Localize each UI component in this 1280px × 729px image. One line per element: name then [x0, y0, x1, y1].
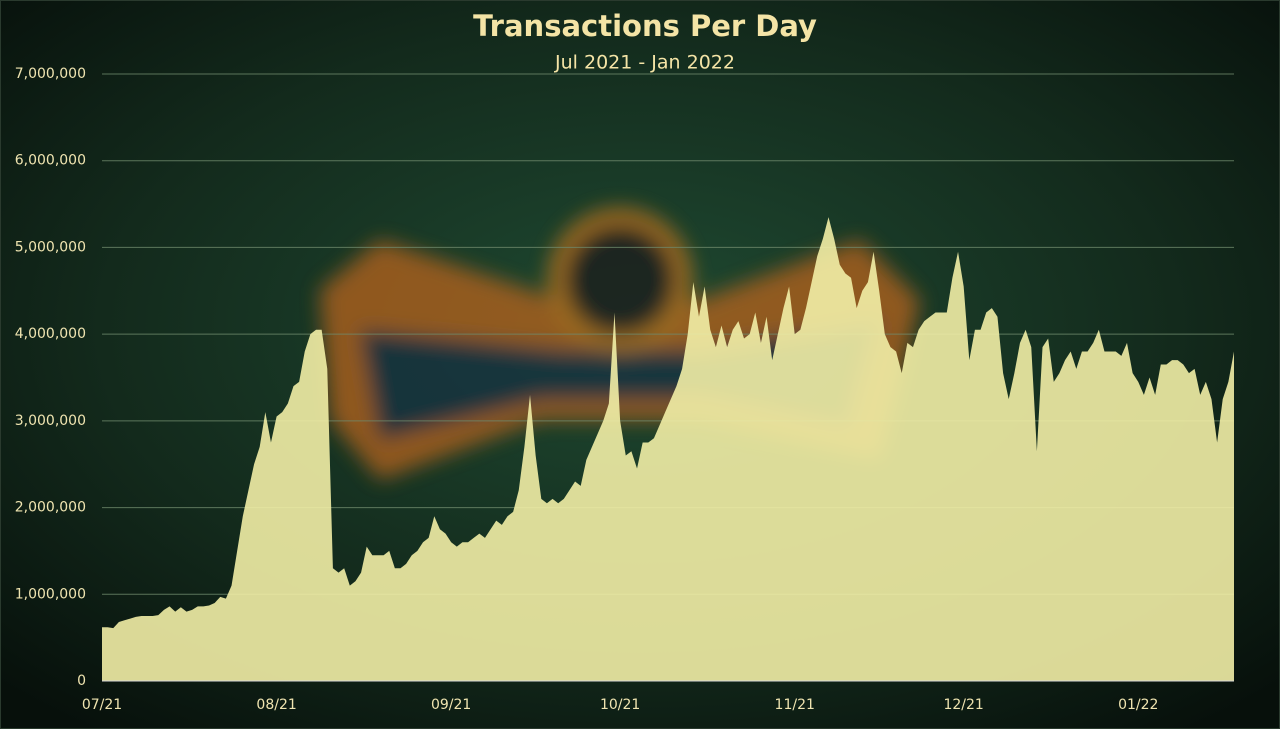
x-tick-label: 01/22	[1118, 697, 1158, 713]
x-tick-label: 11/21	[775, 697, 815, 713]
y-tick-label: 0	[77, 673, 86, 689]
x-tick-label: 10/21	[600, 697, 640, 713]
plot-area	[102, 217, 1234, 682]
y-tick-label: 4,000,000	[15, 326, 86, 342]
area	[102, 217, 1234, 682]
y-tick-label: 2,000,000	[15, 500, 86, 516]
x-tick-label: 09/21	[431, 697, 471, 713]
x-tick-label: 08/21	[256, 697, 296, 713]
y-tick-label: 6,000,000	[15, 153, 86, 169]
y-tick-label: 1,000,000	[15, 586, 86, 602]
y-tick-label: 7,000,000	[15, 66, 86, 82]
y-tick-label: 5,000,000	[15, 239, 86, 255]
chart-title: Transactions Per Day	[473, 9, 817, 43]
x-tick-label: 12/21	[943, 697, 983, 713]
chart-subtitle: Jul 2021 - Jan 2022	[554, 52, 735, 74]
axis-labels: 0 1,000,000 2,000,000 3,000,000 4,000,000 5,0…	[15, 66, 1159, 713]
x-tick-label: 07/21	[82, 697, 122, 713]
y-tick-label: 3,000,000	[15, 413, 86, 429]
